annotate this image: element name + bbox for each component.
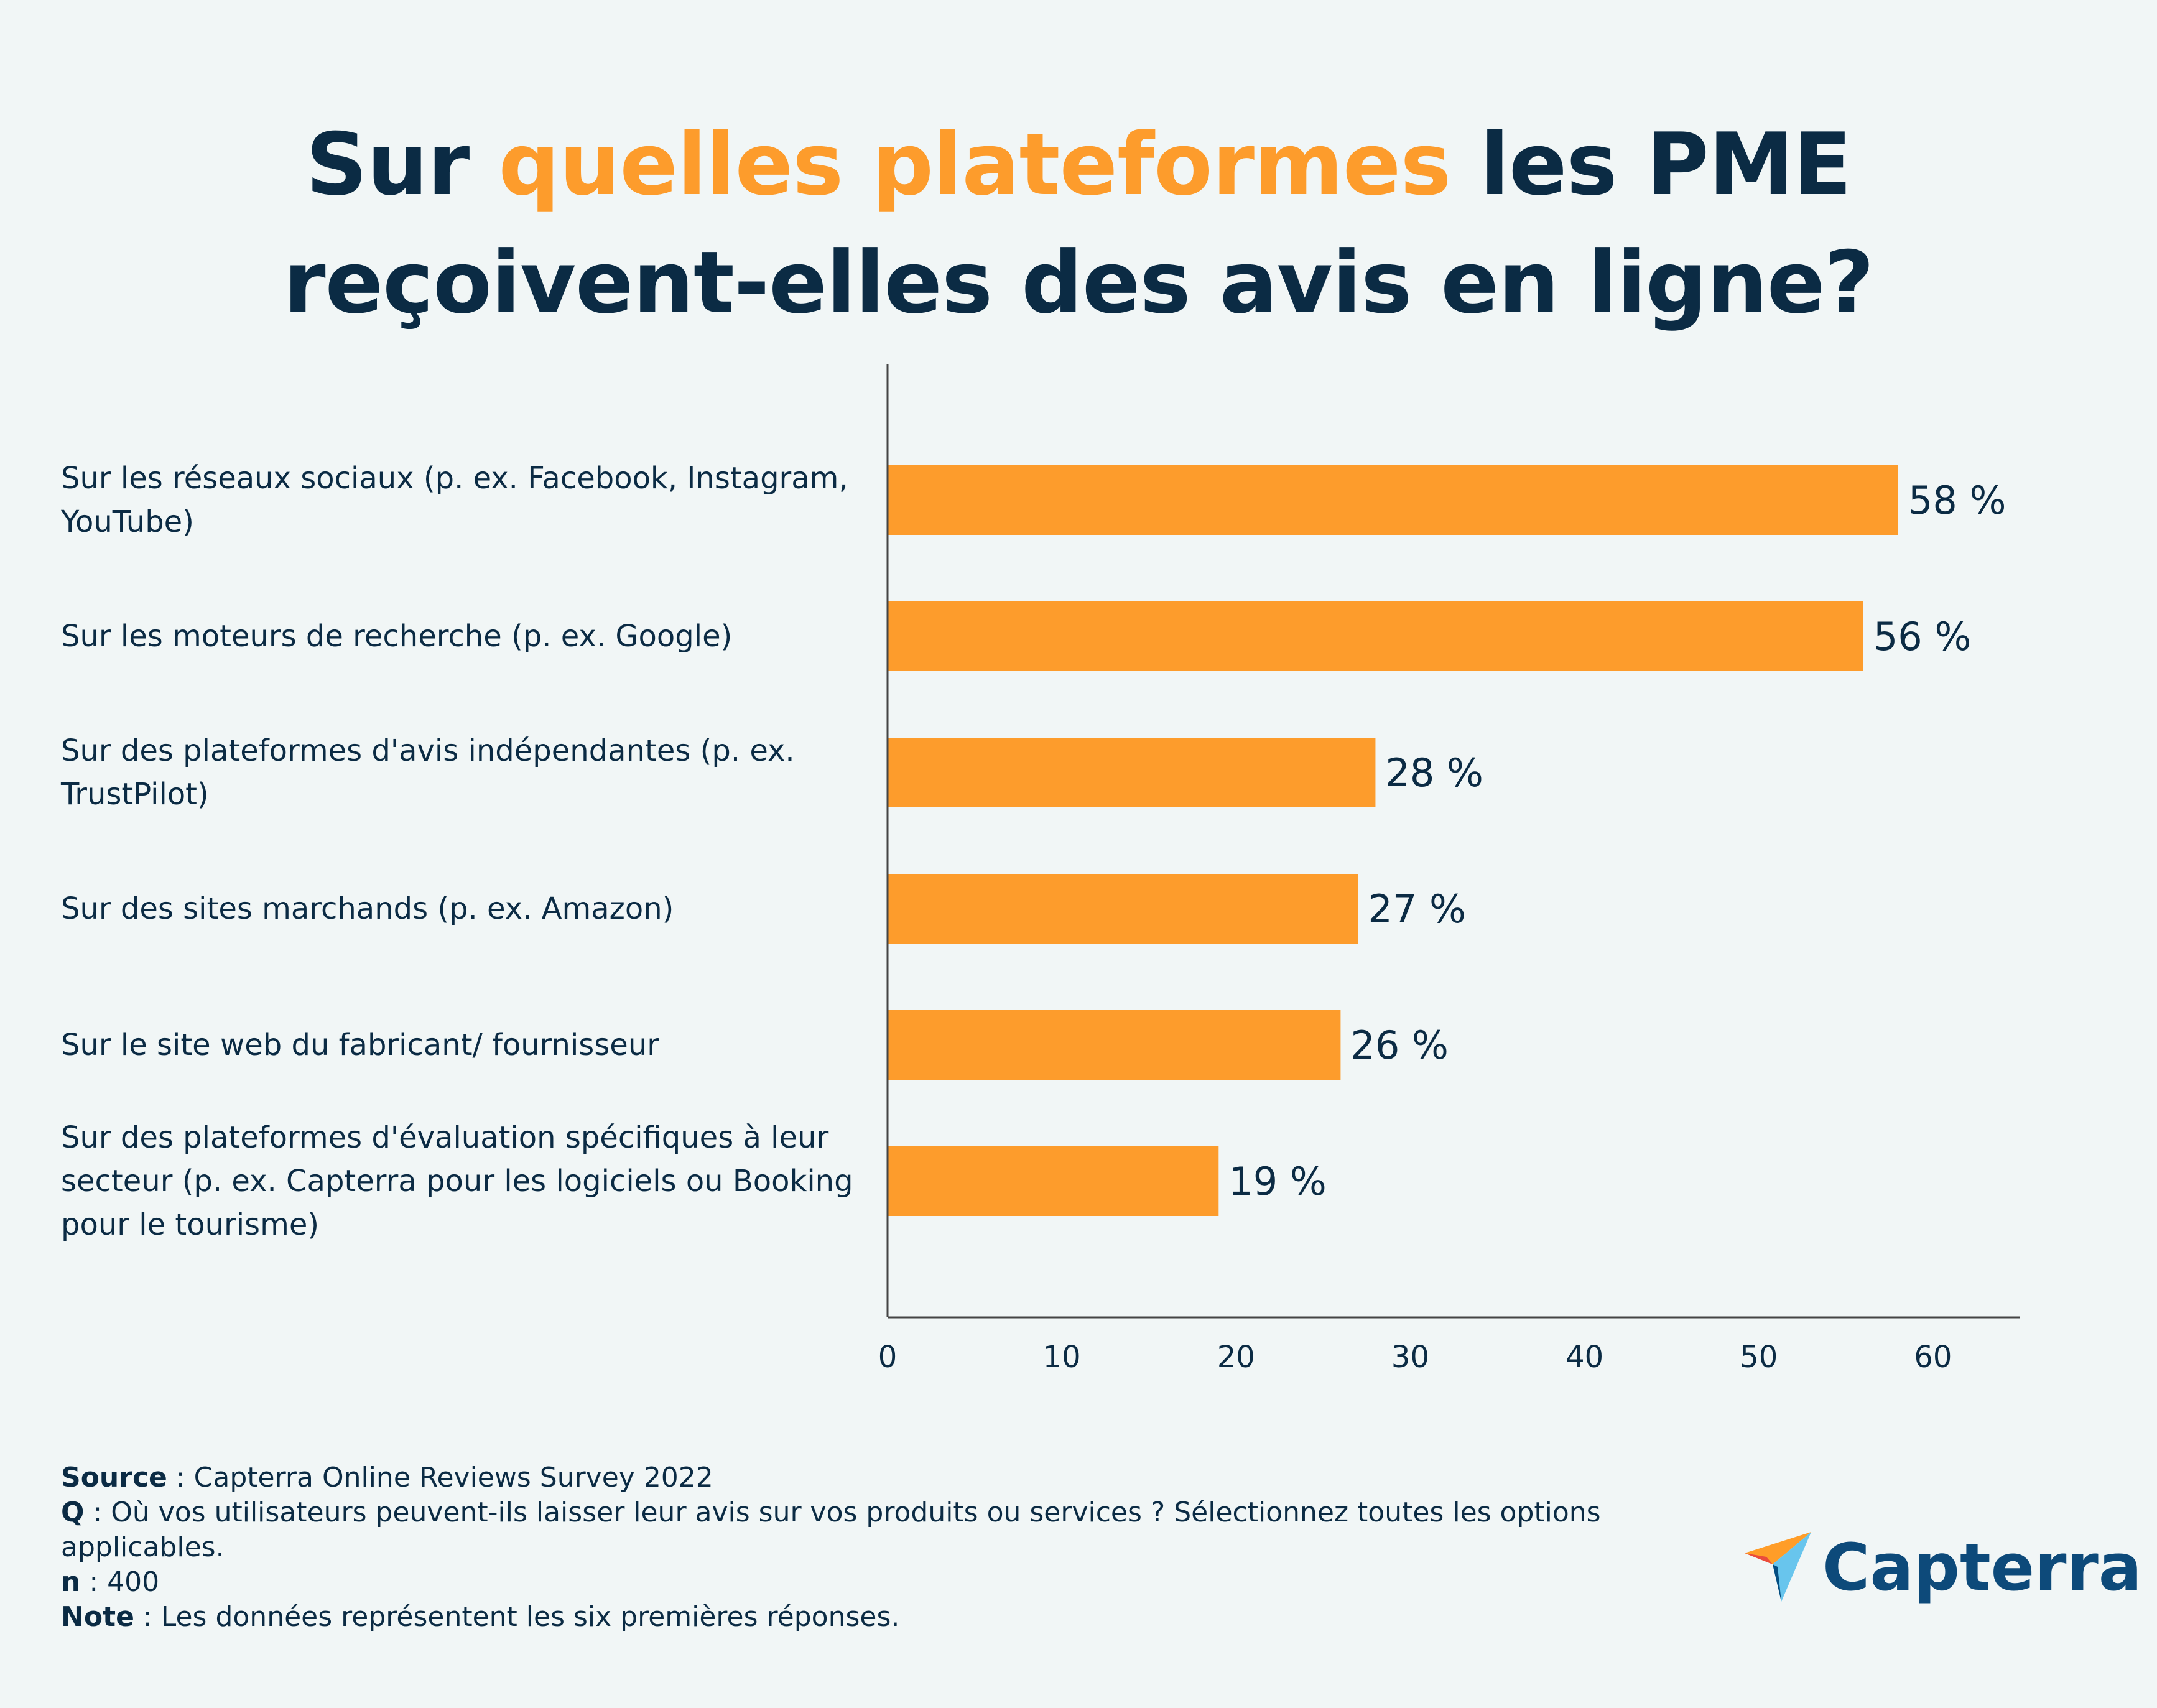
n-text: : 400 [80, 1566, 160, 1598]
question-label: Q [61, 1497, 85, 1528]
bar-1 [888, 601, 1863, 671]
question-text: : Où vos utilisateurs peuvent-ils laisse… [61, 1497, 1601, 1563]
x-tick-label-6: 60 [1914, 1340, 1952, 1375]
title-part1: Sur [305, 114, 499, 215]
category-label-3: Sur des sites marchands (p. ex. Amazon) [61, 891, 674, 926]
source-text: : Capterra Online Reviews Survey 2022 [167, 1462, 713, 1493]
bar-value-label-4: 26 % [1350, 1023, 1449, 1068]
x-tick-label-0: 0 [878, 1340, 898, 1375]
x-tick-label-2: 20 [1217, 1340, 1255, 1375]
note-text: : Les données représentent les six premi… [134, 1601, 900, 1633]
bar-value-label-2: 28 % [1385, 750, 1483, 796]
bar-value-label-5: 19 % [1228, 1159, 1327, 1204]
footer-n: n : 400 [61, 1565, 1616, 1600]
x-tick-label-4: 40 [1566, 1340, 1603, 1375]
capterra-arrow-icon [1745, 1532, 1811, 1602]
bar-value-label-3: 27 % [1368, 886, 1466, 932]
title-part2: les PME [1450, 114, 1852, 215]
category-label-1: Sur les moteurs de recherche (p. ex. Goo… [61, 619, 733, 654]
x-tick-label-1: 10 [1043, 1340, 1081, 1375]
title-line2: reçoivent-elles des avis en ligne? [283, 233, 1875, 333]
bar-value-label-1: 56 % [1873, 614, 1972, 659]
bar-chart: 58 % 56 % 28 % 27 % 26 % 19 % 0 10 20 30 40 50 60 [878, 364, 2020, 1375]
footer-note: Note : Les données représentent les six … [61, 1600, 1616, 1635]
x-tick-label-5: 50 [1740, 1340, 1778, 1375]
footer-source: Source : Capterra Online Reviews Survey … [61, 1460, 1616, 1495]
bar-value-label-0: 58 % [1908, 478, 2006, 523]
capterra-logo: Capterra [1742, 1527, 2142, 1608]
source-label: Source [61, 1462, 167, 1493]
n-label: n [61, 1566, 81, 1598]
footer-notes: Source : Capterra Online Reviews Survey … [61, 1460, 1616, 1635]
logo-text: Capterra [1822, 1529, 2142, 1605]
x-tick-label-3: 30 [1391, 1340, 1429, 1375]
title-accent: quelles plateformes [498, 114, 1451, 215]
bar-2 [888, 738, 1376, 807]
category-label-2: Sur des plateformes d'avis indépendantes… [61, 733, 795, 812]
bar-4 [888, 1010, 1341, 1080]
chart-title: Sur quelles plateformes les PME reçoiven… [0, 106, 2157, 342]
category-label-5: Sur des plateformes d'évaluation spécifi… [61, 1120, 853, 1242]
footer-question: Q : Où vos utilisateurs peuvent-ils lais… [61, 1495, 1616, 1565]
category-label-4: Sur le site web du fabricant/ fournisseu… [61, 1028, 659, 1062]
note-label: Note [61, 1601, 134, 1633]
bar-3 [888, 874, 1358, 944]
category-label-0: Sur les réseaux sociaux (p. ex. Facebook… [61, 461, 848, 539]
bar-0 [888, 465, 1898, 535]
bar-5 [888, 1146, 1219, 1216]
